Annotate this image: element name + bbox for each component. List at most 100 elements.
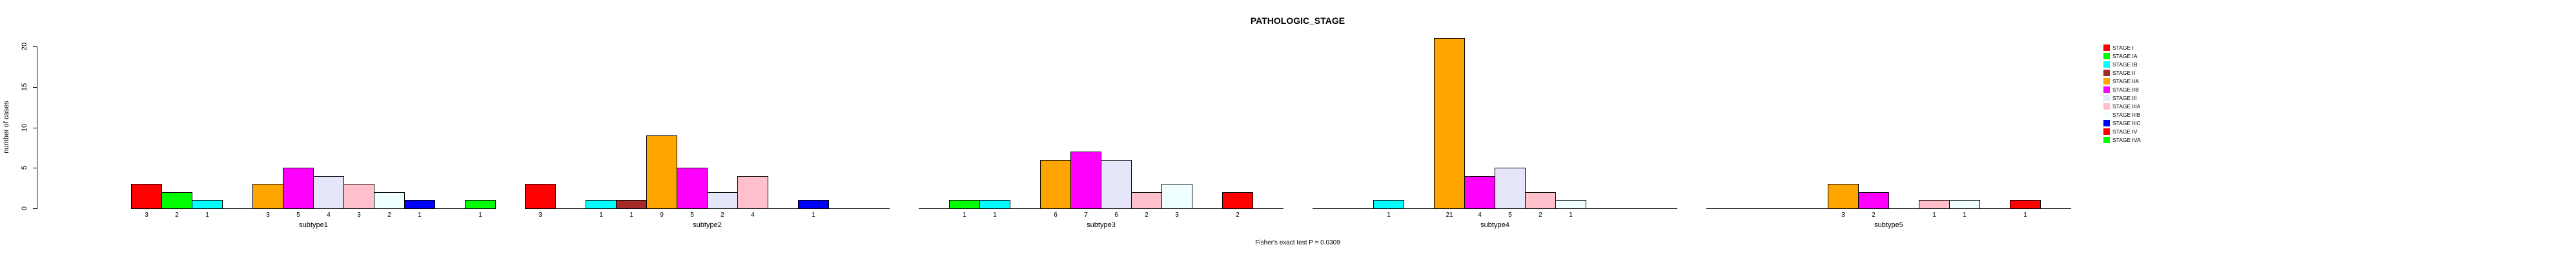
bar-stage-iiia — [1131, 192, 1162, 209]
bar-value-label: 3 — [266, 212, 270, 219]
y-tick-label: 10 — [21, 123, 28, 132]
legend-swatch — [2103, 128, 2110, 135]
bar-value-label: 2 — [1236, 212, 1240, 219]
panel-subtype2: 3 1 1 9 5 2 4 1 subtype2 — [525, 0, 890, 258]
legend-label: STAGE III — [2112, 94, 2137, 101]
legend-label: STAGE IIB — [2112, 86, 2139, 93]
bar-stage-ib — [192, 200, 223, 209]
legend-swatch — [2103, 44, 2110, 51]
bar-stage-iva — [465, 200, 496, 209]
bar-stage-iiib — [1555, 200, 1586, 209]
bar-value-label: 9 — [660, 212, 664, 219]
bar-stage-iiib — [374, 192, 405, 209]
bar-stage-iii — [313, 176, 344, 209]
bar-stage-iiia — [737, 176, 768, 209]
bar-value-label: 1 — [1932, 212, 1936, 219]
legend-swatch — [2103, 103, 2110, 110]
legend-item: STAGE IIA — [2103, 77, 2139, 85]
bar-stage-iiia — [1525, 192, 1556, 209]
bar-stage-ib — [1373, 200, 1404, 209]
bar-value-label: 3 — [357, 212, 361, 219]
legend-label: STAGE IA — [2112, 52, 2138, 59]
y-tick-label: 5 — [21, 165, 28, 170]
y-axis-title: number of cases — [3, 101, 10, 154]
bar-stage-iib — [1464, 176, 1495, 209]
panel-label-subtype2: subtype2 — [693, 221, 722, 229]
bar-value-label: 3 — [1175, 212, 1179, 219]
bar-value-label: 1 — [599, 212, 603, 219]
bar-stage-iv — [2010, 200, 2041, 209]
bar-stage-iia — [1040, 160, 1071, 209]
panel-label-subtype3: subtype3 — [1087, 221, 1116, 229]
legend-label: STAGE IVA — [2112, 136, 2141, 143]
legend-swatch — [2103, 61, 2110, 68]
bar-stage-i — [131, 184, 162, 209]
bar-stage-iiib — [1161, 184, 1192, 209]
panel-subtype5: 3 2 1 1 1 subtype5 — [1706, 0, 2071, 258]
bar-stage-ii — [616, 200, 647, 209]
legend-swatch — [2103, 86, 2110, 93]
bar-stage-iiic — [798, 200, 829, 209]
legend-label: STAGE II — [2112, 69, 2136, 76]
legend-label: STAGE IIA — [2112, 77, 2139, 84]
legend-item: STAGE IV — [2103, 127, 2138, 135]
bar-value-label: 2 — [1872, 212, 1876, 219]
legend-label: STAGE IV — [2112, 128, 2138, 135]
legend-item: STAGE IIIC — [2103, 119, 2141, 127]
bar-value-label: 3 — [145, 212, 148, 219]
bar-value-label: 4 — [1478, 212, 1482, 219]
bar-value-label: 2 — [175, 212, 179, 219]
legend-label: STAGE IIIC — [2112, 119, 2141, 126]
y-tick-mark — [33, 87, 37, 88]
bar-stage-iib — [1858, 192, 1889, 209]
bar-value-label: 5 — [690, 212, 694, 219]
bar-stage-iib — [283, 168, 314, 209]
legend-item: STAGE IA — [2103, 52, 2138, 60]
bar-value-label: 1 — [478, 212, 482, 219]
legend-swatch — [2103, 77, 2110, 84]
bar-stage-ib — [979, 200, 1010, 209]
bar-value-label: 1 — [1963, 212, 1967, 219]
panel-subtype1: 3 2 1 3 5 4 3 2 1 1 subtype1 — [131, 0, 496, 258]
bar-value-label: 1 — [812, 212, 815, 219]
bar-value-label: 3 — [538, 212, 542, 219]
bar-value-label: 4 — [327, 212, 331, 219]
panel-label-subtype5: subtype5 — [1874, 221, 1903, 229]
bar-value-label: 5 — [296, 212, 300, 219]
y-tick-label: 15 — [21, 83, 28, 92]
bar-value-label: 2 — [1538, 212, 1542, 219]
bar-stage-iia — [1434, 38, 1465, 209]
fisher-test-annotation: Fisher's exact test P = 0.0309 — [1255, 239, 1340, 246]
legend-item: STAGE I — [2103, 43, 2134, 52]
y-tick-mark — [33, 46, 37, 47]
bar-stage-iiic — [404, 200, 435, 209]
bar-value-label: 6 — [1114, 212, 1118, 219]
panel-subtype4: 1 21 4 5 2 1 subtype4 — [1313, 0, 1677, 258]
bar-value-label: 1 — [418, 212, 422, 219]
legend-label: STAGE IIIA — [2112, 103, 2141, 110]
bar-stage-iib — [1070, 152, 1101, 209]
legend-swatch — [2103, 94, 2110, 101]
bar-stage-iii — [1495, 168, 1526, 209]
legend-item: STAGE IIIB — [2103, 110, 2140, 119]
legend-item: STAGE IIB — [2103, 85, 2139, 94]
bar-value-label: 4 — [751, 212, 755, 219]
legend-swatch — [2103, 136, 2110, 143]
bar-value-label: 1 — [1569, 212, 1573, 219]
bar-stage-iiia — [1919, 200, 1950, 209]
bar-stage-ia — [949, 200, 980, 209]
legend-label: STAGE IB — [2112, 61, 2138, 68]
bar-stage-iii — [1101, 160, 1132, 209]
legend-item: STAGE IIIA — [2103, 102, 2140, 110]
y-tick-label: 0 — [21, 206, 28, 211]
bar-stage-i — [525, 184, 556, 209]
bar-value-label: 1 — [1387, 212, 1391, 219]
bar-value-label: 2 — [1145, 212, 1149, 219]
legend-item: STAGE IVA — [2103, 135, 2141, 144]
legend-item: STAGE II — [2103, 68, 2135, 77]
bar-stage-iia — [646, 135, 677, 209]
bar-stage-iv — [1222, 192, 1253, 209]
bar-value-label: 1 — [2023, 212, 2027, 219]
legend-item: STAGE III — [2103, 94, 2137, 102]
